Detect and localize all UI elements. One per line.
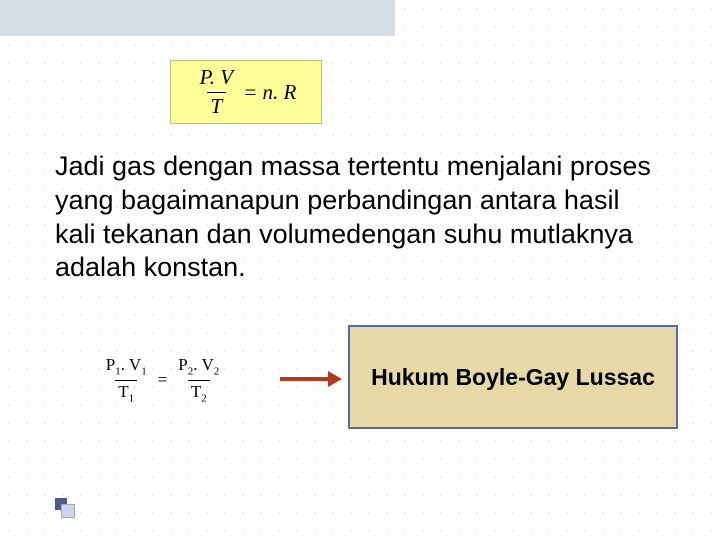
- formula-secondary: P1. V1 T1 = P2. V2 T2: [75, 350, 250, 410]
- law-name-box: Hukum Boyle-Gay Lussac: [348, 325, 678, 429]
- formula-main-box: P. V T = n. R: [170, 60, 322, 124]
- formula-secondary-right: P2. V2 T2: [175, 356, 222, 404]
- law-name-label: Hukum Boyle-Gay Lussac: [371, 364, 655, 391]
- body-paragraph: Jadi gas dengan massa tertentu menjalani…: [55, 150, 655, 285]
- formula-secondary-left-den: T1: [115, 380, 137, 404]
- formula-secondary-right-den: T2: [188, 380, 210, 404]
- formula-main-fraction: P. V T: [196, 66, 237, 117]
- formula-secondary-eq: =: [158, 370, 168, 390]
- formula-secondary-left-num: P1. V1: [103, 356, 150, 379]
- formula-main-numerator: P. V: [196, 66, 237, 91]
- header-bar: [0, 0, 395, 36]
- formula-secondary-left: P1. V1 T1: [103, 356, 150, 404]
- formula-main-denominator: T: [207, 92, 227, 118]
- corner-decoration-icon: [55, 498, 73, 516]
- formula-main-rhs: = n. R: [243, 80, 296, 105]
- formula-secondary-right-num: P2. V2: [175, 356, 222, 379]
- arrow-icon: [280, 374, 342, 384]
